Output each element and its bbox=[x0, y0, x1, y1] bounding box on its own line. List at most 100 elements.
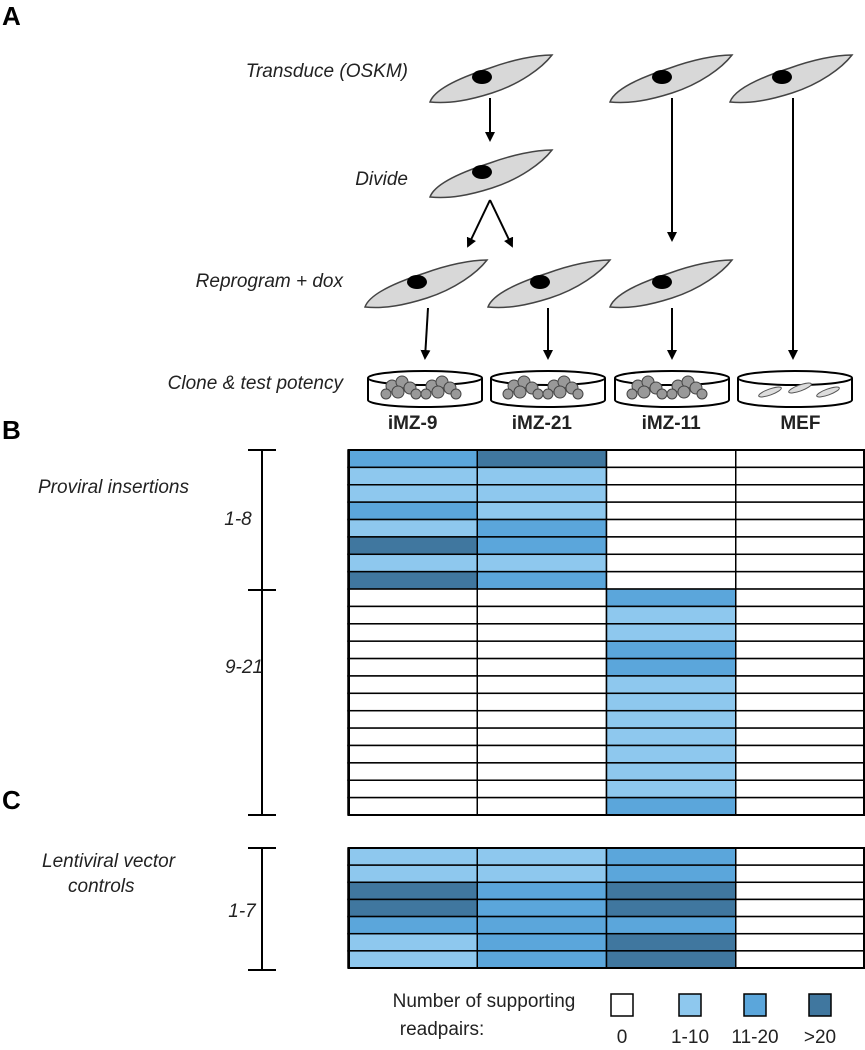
heatmap-cell bbox=[605, 847, 737, 866]
heatmap-cell bbox=[476, 588, 608, 608]
heatmap-cell bbox=[735, 466, 865, 486]
heatmap-cell bbox=[605, 779, 737, 799]
heatmap-cell bbox=[735, 744, 865, 764]
column-label: MEF bbox=[780, 413, 820, 434]
heatmap-cell bbox=[735, 657, 865, 677]
heatmap-cell bbox=[476, 640, 608, 660]
heatmap-cell bbox=[735, 847, 865, 866]
heatmap-cell bbox=[605, 605, 737, 625]
heatmap-cell bbox=[735, 640, 865, 660]
heatmap-cell bbox=[605, 466, 737, 486]
heatmap-cell bbox=[476, 779, 608, 799]
heatmap-cell bbox=[735, 588, 865, 608]
heatmap-cell bbox=[476, 518, 608, 538]
step-label: Divide bbox=[355, 169, 408, 190]
section-title: controls bbox=[68, 876, 135, 897]
panel-label: A bbox=[2, 1, 21, 31]
heatmap-cell bbox=[735, 692, 865, 712]
heatmap-cell bbox=[476, 605, 608, 625]
heatmap-cell bbox=[735, 605, 865, 625]
heatmap-cell bbox=[605, 588, 737, 608]
legend-title: readpairs: bbox=[400, 1019, 485, 1040]
heatmap-cell bbox=[347, 466, 478, 486]
legend-label: 11-20 bbox=[731, 1027, 778, 1048]
heatmap-cell bbox=[347, 762, 478, 781]
heatmap-frame bbox=[348, 847, 865, 969]
column-label: iMZ-11 bbox=[642, 413, 702, 434]
heatmap-cell bbox=[735, 501, 865, 521]
heatmap-cell bbox=[476, 864, 608, 884]
legend-title: Number of supporting bbox=[393, 991, 576, 1012]
heatmap-cell bbox=[347, 484, 478, 503]
heatmap-cell bbox=[476, 744, 608, 764]
heatmap-cell bbox=[605, 744, 737, 764]
heatmap-cell bbox=[347, 881, 478, 901]
heatmap-cell bbox=[605, 898, 737, 918]
heatmap-cell bbox=[735, 623, 865, 642]
heatmap-cell bbox=[347, 536, 478, 556]
heatmap-cell bbox=[605, 864, 737, 884]
heatmap-cell bbox=[735, 675, 865, 695]
heatmap-cell bbox=[735, 762, 865, 781]
brackets bbox=[248, 449, 276, 971]
heatmap-cell bbox=[347, 796, 478, 816]
dishes bbox=[367, 370, 853, 408]
heatmap-cell bbox=[605, 501, 737, 521]
step-label: Clone & test potency bbox=[168, 373, 345, 394]
heatmap-cell bbox=[476, 536, 608, 556]
group-label: 9-21 bbox=[225, 657, 263, 678]
heatmap-cell bbox=[735, 898, 865, 918]
step-label: Transduce (OSKM) bbox=[246, 61, 408, 82]
heatmap-cell bbox=[476, 709, 608, 729]
step-label: Reprogram + dox bbox=[196, 271, 345, 292]
column-label: iMZ-21 bbox=[512, 413, 573, 434]
heatmap-cell bbox=[605, 623, 737, 642]
heatmap-cell bbox=[735, 864, 865, 884]
heatmap-cell bbox=[347, 501, 478, 521]
heatmap-cell bbox=[605, 570, 737, 590]
heatmap-cell bbox=[347, 898, 478, 918]
panel-label: C bbox=[2, 785, 21, 815]
heatmap-cell bbox=[347, 657, 478, 677]
heatmap-cell bbox=[347, 950, 478, 969]
heatmap-cell bbox=[347, 640, 478, 660]
heatmap-cell bbox=[476, 501, 608, 521]
heatmap-cell bbox=[347, 692, 478, 712]
heatmap-cell bbox=[347, 675, 478, 695]
heatmap-cell bbox=[735, 553, 865, 573]
heatmap-cell bbox=[347, 864, 478, 884]
section-title: Proviral insertions bbox=[38, 477, 189, 498]
heatmap-cell bbox=[605, 762, 737, 781]
heatmap-cell bbox=[735, 484, 865, 503]
heatmap-cell bbox=[347, 847, 478, 866]
arrows bbox=[420, 98, 798, 360]
heatmap-cell bbox=[476, 623, 608, 642]
heatmap-cell bbox=[476, 898, 608, 918]
column-label: iMZ-9 bbox=[388, 413, 438, 434]
heatmap-cell bbox=[605, 484, 737, 503]
heatmap-cell bbox=[605, 675, 737, 695]
heatmap-cell bbox=[476, 796, 608, 816]
legend-swatch bbox=[743, 993, 767, 1017]
heatmap-cell bbox=[735, 570, 865, 590]
group-label: 1-7 bbox=[228, 901, 257, 922]
heatmap-cell bbox=[476, 762, 608, 781]
heatmap-cell bbox=[735, 709, 865, 729]
heatmap-cell bbox=[735, 518, 865, 538]
heatmap-cell bbox=[476, 847, 608, 866]
heatmap-cell bbox=[605, 709, 737, 729]
heatmap-cell bbox=[476, 915, 608, 935]
heatmap-cell bbox=[605, 692, 737, 712]
legend-swatch bbox=[678, 993, 702, 1017]
heatmap-cell bbox=[476, 484, 608, 503]
heatmap-cell bbox=[476, 657, 608, 677]
heatmap-cell bbox=[347, 932, 478, 952]
heatmap-cell bbox=[605, 950, 737, 969]
heatmap-cell bbox=[347, 449, 478, 469]
heatmap-cell bbox=[476, 950, 608, 969]
heatmap-cell bbox=[735, 915, 865, 935]
heatmap-cell bbox=[347, 727, 478, 747]
heatmap-cell bbox=[347, 915, 478, 935]
heatmap-cell bbox=[735, 449, 865, 469]
